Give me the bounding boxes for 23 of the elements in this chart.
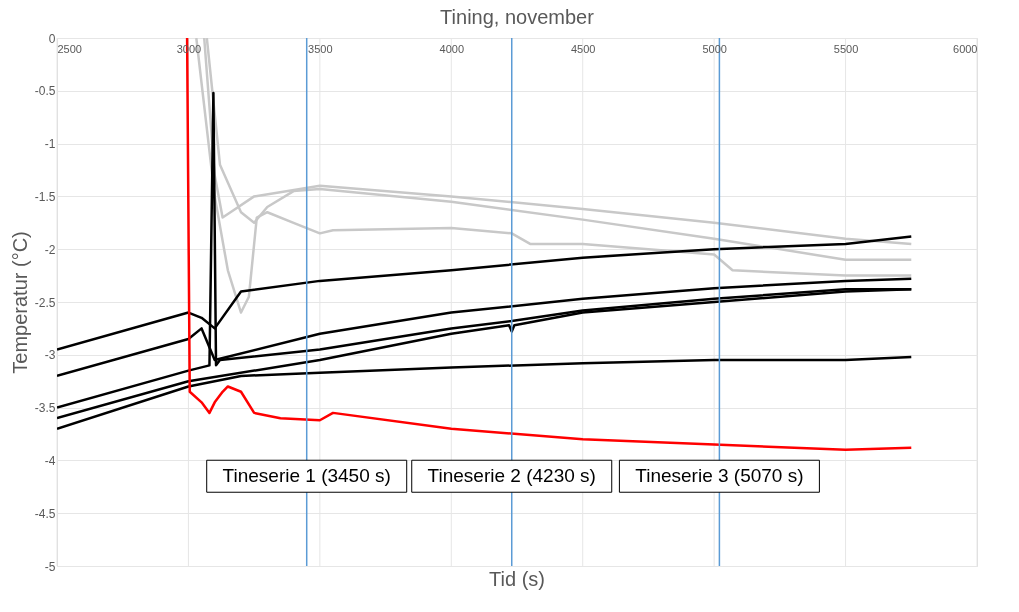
y-tick-label: -0.5 <box>34 84 56 99</box>
x-tick-label: 4500 <box>570 42 596 55</box>
y-tick-label: 0 <box>48 31 56 46</box>
x-axis-title: Tid (s) <box>489 568 545 590</box>
x-tick-label: 2500 <box>57 42 82 55</box>
chart-title: Tining, november <box>440 6 595 28</box>
x-tick-label: 5500 <box>833 42 859 55</box>
x-tick-label: 6000 <box>953 42 978 55</box>
y-tick-label: -2 <box>44 242 56 257</box>
ref-line-label: Tineserie 3 (5070 s) <box>635 465 804 487</box>
ref-line-label: Tineserie 1 (3450 s) <box>222 465 391 487</box>
y-tick-label: -1 <box>44 137 56 152</box>
ref-line-label: Tineserie 2 (4230 s) <box>427 465 596 487</box>
x-tick-label: 3500 <box>308 42 333 55</box>
y-axis-title: Temperatur (°C) <box>8 231 31 374</box>
y-tick-label: -5 <box>44 559 56 574</box>
y-tick-label: -4 <box>44 453 56 468</box>
y-tick-label: -2.5 <box>34 295 56 310</box>
y-tick-label: -1.5 <box>34 189 56 204</box>
y-tick-label: -3.5 <box>34 401 56 416</box>
y-tick-label: -3 <box>44 348 56 363</box>
y-tick-label: -4.5 <box>34 506 56 521</box>
x-tick-label: 4000 <box>439 42 465 55</box>
